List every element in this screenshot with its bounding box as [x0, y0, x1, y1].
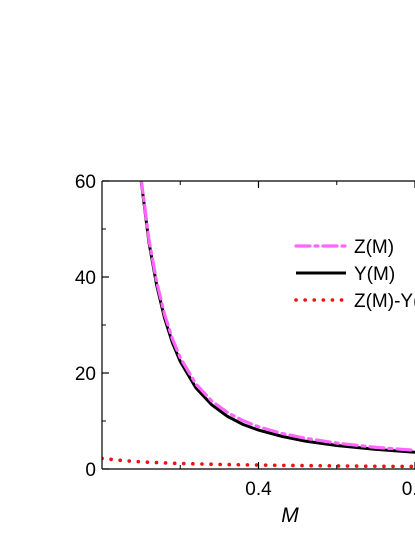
x-axis-label: M	[281, 504, 299, 527]
series-line-0	[139, 181, 415, 452]
y-tick-label: 60	[75, 172, 96, 193]
x-tick-label: 0.6	[402, 479, 415, 500]
y-tick-label: 40	[75, 268, 96, 289]
x-tick-label: 0.4	[245, 479, 272, 500]
ticks-layer: 0 20 40 60 0.4 0.6	[75, 172, 415, 500]
series-layer	[102, 181, 415, 469]
y-tick-label: 0	[85, 460, 96, 481]
y-tick-label: 20	[75, 364, 96, 385]
legend-label-1: Y(M)	[354, 264, 395, 285]
legend-label-0: Z(M)	[354, 237, 394, 258]
legend: Z(M) Y(M) Z(M)-Y(M)	[294, 237, 415, 312]
series-line-1	[139, 181, 415, 454]
legend-label-2: Z(M)-Y(M)	[354, 291, 415, 312]
series-line-2	[102, 456, 415, 469]
